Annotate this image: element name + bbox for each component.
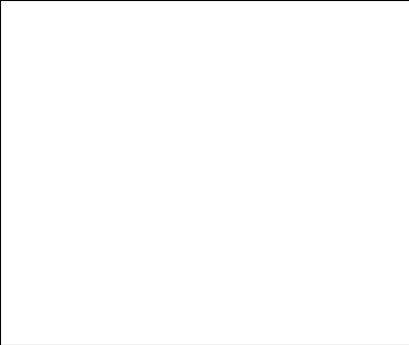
Text: GSM76384: GSM76384 xyxy=(92,259,101,305)
Text: GSM76386: GSM76386 xyxy=(163,259,172,305)
Bar xyxy=(299,72,321,256)
Bar xyxy=(50,107,71,256)
Text: GSM76390: GSM76390 xyxy=(306,259,315,305)
FancyBboxPatch shape xyxy=(328,256,364,308)
Bar xyxy=(228,209,249,256)
Bar xyxy=(335,119,357,256)
Text: GSM76388: GSM76388 xyxy=(234,259,243,305)
FancyBboxPatch shape xyxy=(185,256,221,308)
Text: agent: agent xyxy=(4,311,36,321)
Bar xyxy=(157,201,178,256)
Bar xyxy=(264,21,285,256)
FancyBboxPatch shape xyxy=(292,256,328,308)
FancyBboxPatch shape xyxy=(150,309,257,337)
FancyBboxPatch shape xyxy=(257,309,364,337)
Title: GDS1518 / 1372516_at: GDS1518 / 1372516_at xyxy=(123,4,284,18)
Text: pleiotrophin: pleiotrophin xyxy=(285,318,335,327)
FancyBboxPatch shape xyxy=(150,256,185,308)
FancyBboxPatch shape xyxy=(221,256,257,308)
FancyBboxPatch shape xyxy=(257,256,292,308)
FancyBboxPatch shape xyxy=(114,256,150,308)
Text: GSM76385: GSM76385 xyxy=(128,259,136,305)
Bar xyxy=(85,68,107,256)
Bar xyxy=(193,158,214,256)
Text: GSM76391: GSM76391 xyxy=(341,259,350,305)
Text: heregulin: heregulin xyxy=(183,318,223,327)
Text: conditioned medium from
BSN cells: conditioned medium from BSN cells xyxy=(42,313,151,332)
Text: GSM76387: GSM76387 xyxy=(199,259,208,305)
FancyBboxPatch shape xyxy=(43,256,79,308)
Text: GSM76389: GSM76389 xyxy=(270,259,279,305)
FancyBboxPatch shape xyxy=(43,309,150,337)
Text: GSM76383: GSM76383 xyxy=(56,259,65,305)
FancyBboxPatch shape xyxy=(79,256,114,308)
Bar xyxy=(121,122,143,256)
